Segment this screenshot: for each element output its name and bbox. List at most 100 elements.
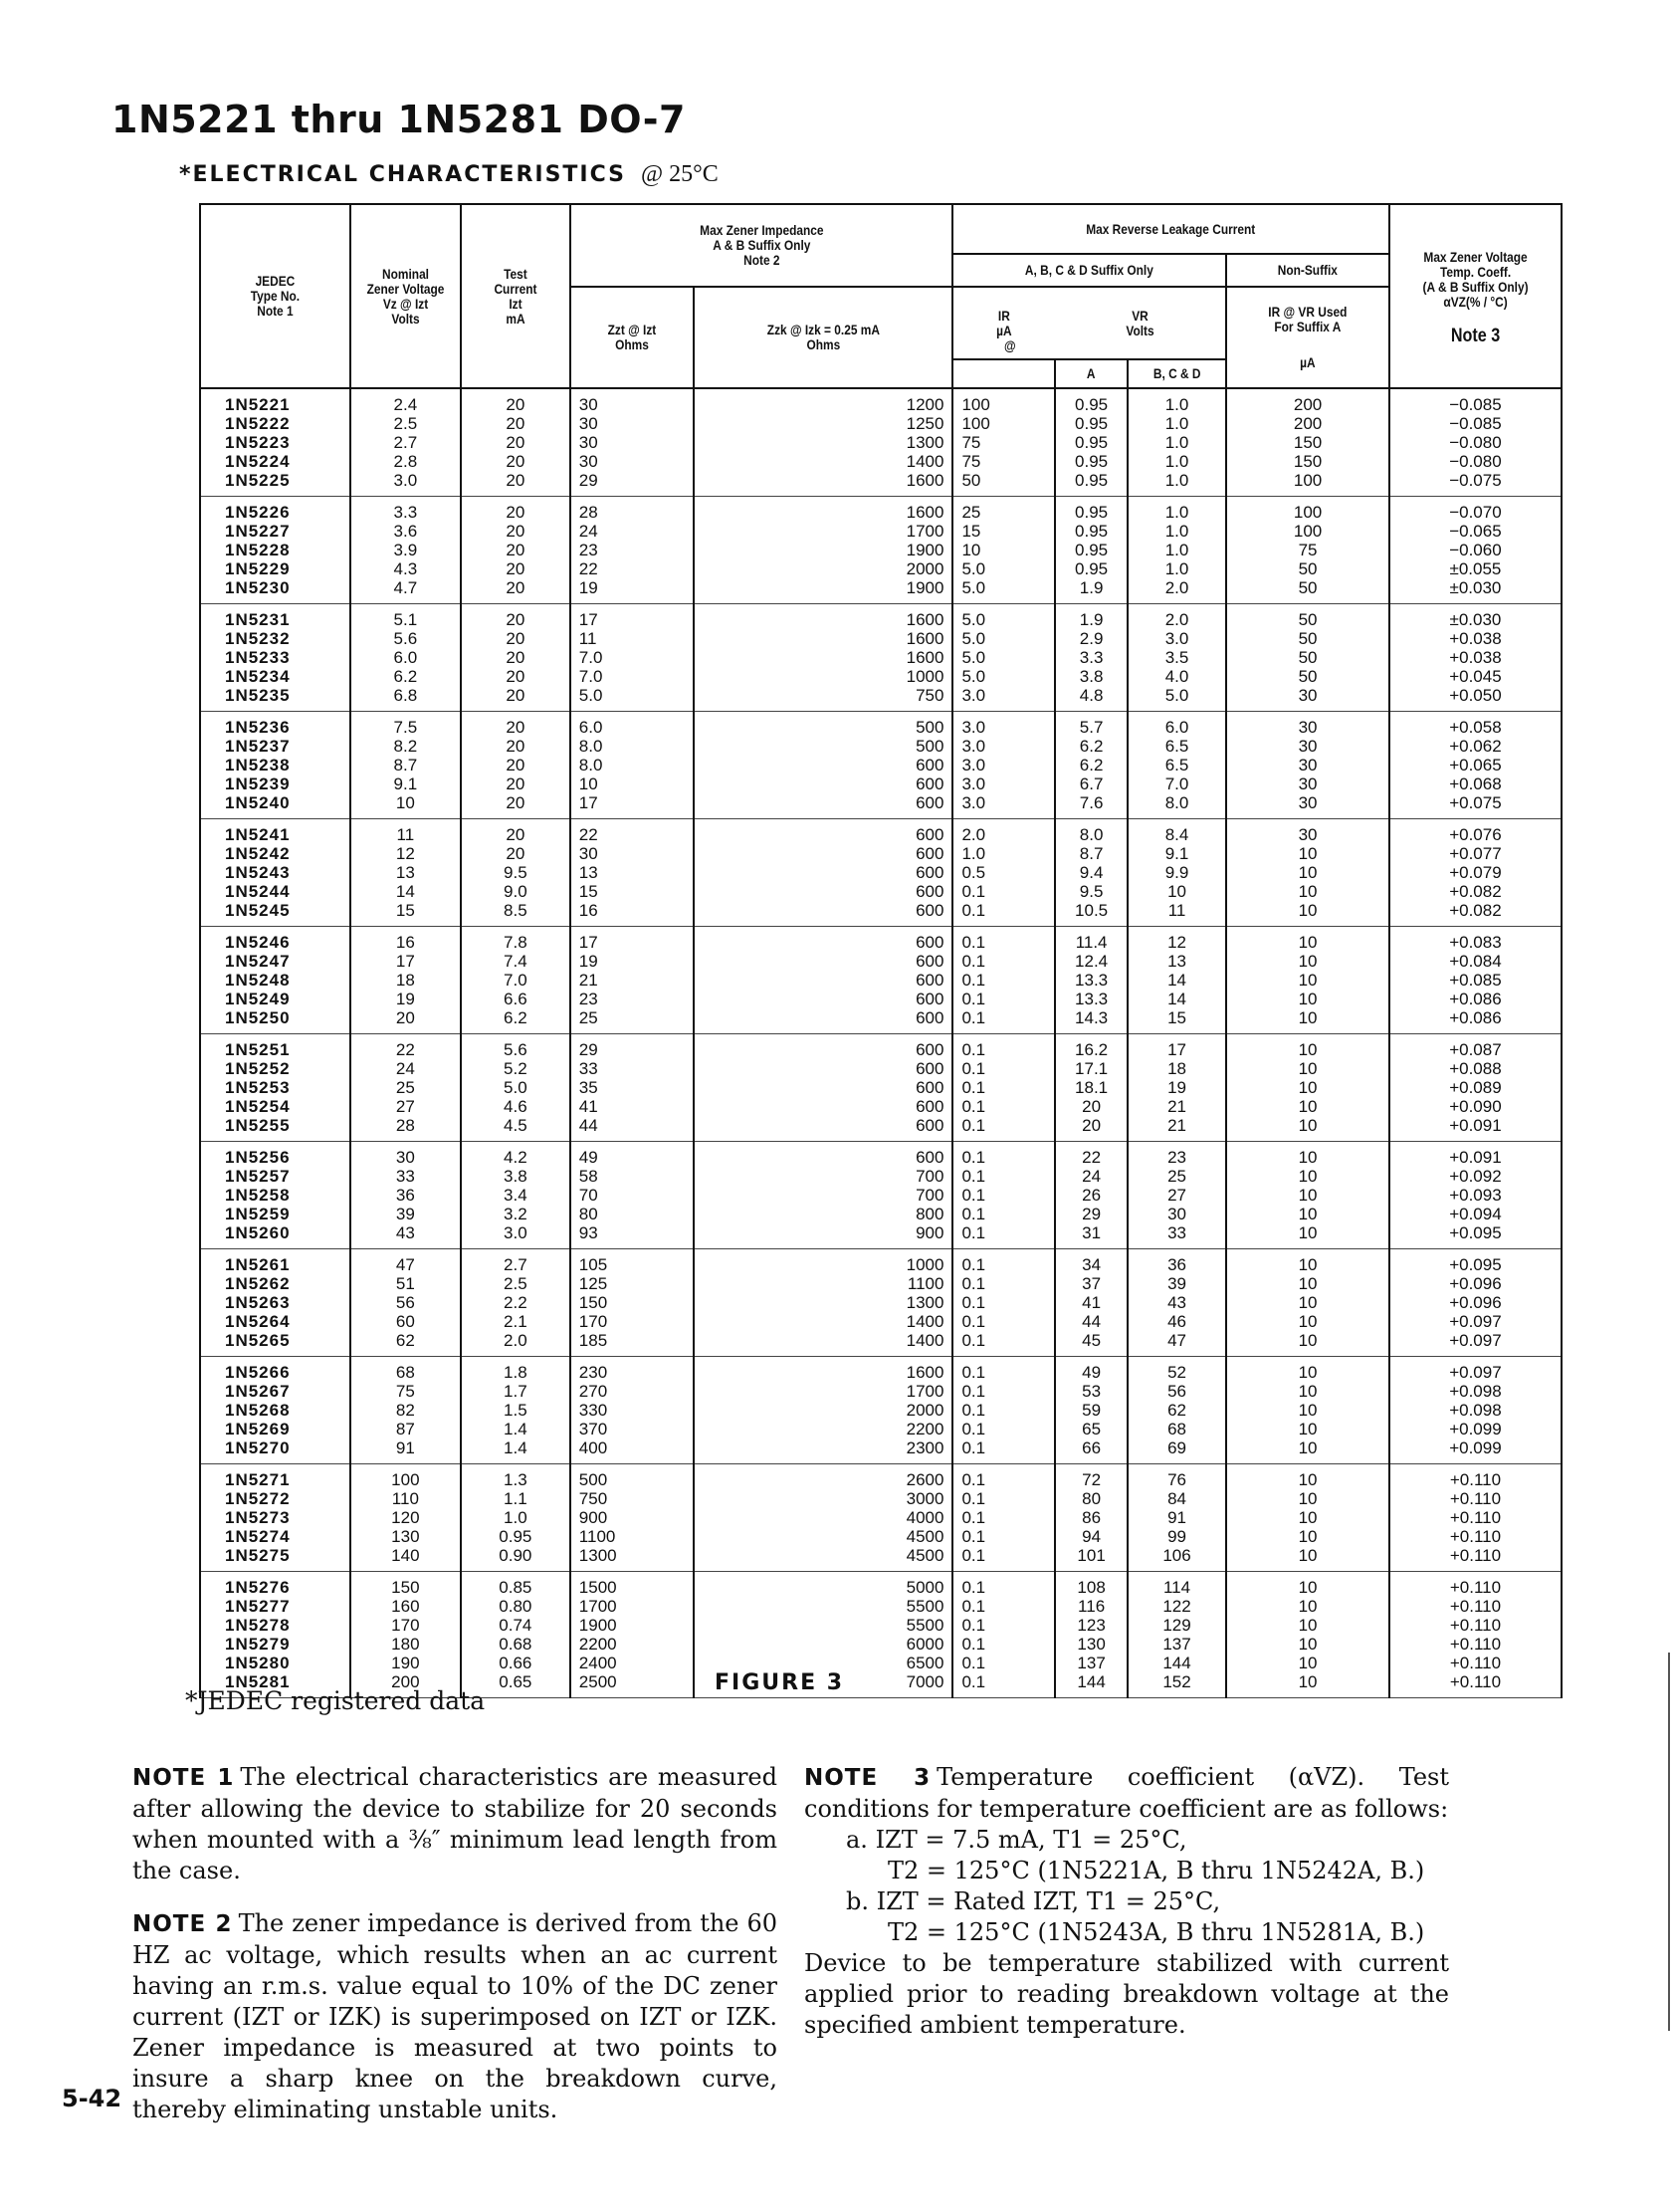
cell-ir-ns: 10 [1298, 1274, 1318, 1293]
cell-zzk: 1000 [906, 1255, 944, 1274]
cell-vr-a: 0.95 [1075, 522, 1109, 541]
cell-izt: 4.5 [504, 1116, 527, 1135]
cell-vz: 2.5 [393, 414, 418, 433]
col-vr-a: 72 80 86 94 101 [1054, 1463, 1129, 1572]
cell-zzk: 700 [916, 1186, 944, 1205]
cell-ir: 3.0 [961, 686, 986, 705]
cell-zzk: 1400 [906, 1312, 944, 1331]
cell-zzk: 900 [916, 1223, 944, 1242]
col-ir: 2.0 1.0 0.5 0.1 0.1 [951, 818, 1057, 927]
cell-ir-ns: 10 [1298, 990, 1318, 1008]
cell-ir-ns: 100 [1293, 471, 1323, 490]
cell-ir: 3.0 [961, 756, 986, 774]
cell-ir: 0.1 [961, 1116, 986, 1135]
col-ir-ns: 30 10 10 10 10 [1225, 818, 1390, 927]
cell-ir: 5.0 [961, 610, 986, 629]
cell-ir-ns: 100 [1293, 503, 1323, 522]
cell-vz: 28 [395, 1116, 415, 1135]
cell-vr-a: 59 [1082, 1401, 1102, 1420]
cell-ir: 100 [961, 414, 990, 433]
cell-zzt: 93 [578, 1223, 598, 1242]
cell-vr-bcd: 1.0 [1164, 414, 1189, 433]
cell-ir: 0.1 [961, 1672, 986, 1691]
cell-type: 1N5280 [225, 1654, 291, 1672]
cell-ir-ns: 10 [1298, 863, 1318, 882]
cell-vr-a: 123 [1077, 1616, 1106, 1635]
cell-ir: 0.1 [961, 901, 986, 920]
cell-tc: +0.096 [1449, 1274, 1502, 1293]
cell-ir: 0.1 [961, 1363, 986, 1382]
cell-ir: 3.0 [961, 793, 986, 812]
cell-vz: 9.1 [393, 774, 418, 793]
cell-tc: +0.110 [1449, 1635, 1502, 1654]
cell-izt: 1.8 [504, 1363, 527, 1382]
cell-type: 1N5263 [225, 1293, 291, 1312]
cell-tc: +0.077 [1449, 844, 1502, 863]
cell-vr-a: 53 [1082, 1382, 1102, 1401]
cell-izt: 1.4 [504, 1420, 527, 1438]
cell-ir-ns: 200 [1293, 414, 1323, 433]
cell-type: 1N5248 [225, 971, 291, 990]
col-vr-a: 22 24 26 29 31 [1054, 1141, 1129, 1249]
cell-zzk: 6500 [906, 1654, 944, 1672]
row-group: 1N5266 1N5267 1N5268 1N5269 1N5270 68 75 82 87 91… [199, 1356, 1564, 1464]
cell-type: 1N5266 [225, 1363, 291, 1382]
cell-izt: 20 [506, 503, 525, 522]
cell-vr-bcd: 144 [1162, 1654, 1191, 1672]
cell-vz: 3.9 [393, 541, 418, 559]
cell-zzk: 600 [916, 1116, 944, 1135]
col-vr-bcd: 76 84 91 99 106 [1126, 1463, 1228, 1572]
cell-ir-ns: 75 [1298, 541, 1318, 559]
cell-ir-ns: 30 [1298, 737, 1318, 756]
cell-izt: 5.2 [504, 1059, 527, 1078]
cell-type: 1N5269 [225, 1420, 291, 1438]
cell-izt: 20 [506, 522, 525, 541]
cell-tc: +0.086 [1449, 1008, 1502, 1027]
cell-tc: −0.080 [1449, 433, 1502, 452]
cell-vz: 3.0 [393, 471, 418, 490]
cell-ir-ns: 30 [1298, 718, 1318, 737]
col-vr-bcd: 23 25 27 30 33 [1126, 1141, 1228, 1249]
cell-vr-a: 0.95 [1075, 452, 1109, 471]
cell-vr-a: 20 [1082, 1097, 1102, 1116]
col-ir: 5.0 5.0 5.0 5.0 3.0 [951, 603, 1057, 712]
col-vr-a: 11.4 12.4 13.3 13.3 14.3 [1054, 926, 1129, 1034]
table-subtitle: *ELECTRICAL CHARACTERISTICS @ 25°C [179, 161, 719, 188]
cell-ir-ns: 10 [1298, 1255, 1318, 1274]
row-group: 1N5271 1N5272 1N5273 1N5274 1N5275 100 110 120 1… [199, 1463, 1564, 1572]
cell-zzk: 1250 [906, 414, 944, 433]
cell-ir-ns: 10 [1298, 901, 1318, 920]
cell-vz: 14 [395, 882, 415, 901]
col-tc: −0.085 −0.085 −0.080 −0.080 −0.075 [1387, 388, 1564, 497]
col-tc: +0.095 +0.096 +0.096 +0.097 +0.097 [1387, 1248, 1564, 1357]
col-zzk: 1000 1100 1300 1400 1400 [692, 1248, 954, 1357]
cell-zzt: 900 [578, 1508, 608, 1527]
cell-vr-bcd: 3.5 [1164, 648, 1189, 667]
col-vr-bcd: 52 56 62 68 69 [1126, 1356, 1228, 1464]
cell-vz: 75 [395, 1382, 415, 1401]
cell-ir-ns: 30 [1298, 793, 1318, 812]
cell-ir: 0.1 [961, 1420, 986, 1438]
cell-vr-bcd: 56 [1167, 1382, 1186, 1401]
header-izt: Test Current Izt mA [468, 203, 563, 389]
cell-ir-ns: 10 [1298, 1331, 1318, 1350]
cell-vr-a: 86 [1082, 1508, 1102, 1527]
cell-izt: 20 [506, 774, 525, 793]
cell-vr-bcd: 23 [1167, 1148, 1186, 1167]
cell-zzt: 230 [578, 1363, 608, 1382]
cell-vz: 3.3 [393, 503, 418, 522]
cell-izt: 7.0 [504, 971, 527, 990]
cell-zzk: 700 [916, 1167, 944, 1186]
cell-izt: 6.6 [504, 990, 527, 1008]
cell-tc: +0.091 [1449, 1148, 1502, 1167]
cell-ir: 0.1 [961, 1331, 986, 1350]
cell-type: 1N5225 [225, 471, 291, 490]
cell-ir: 0.1 [961, 990, 986, 1008]
cell-ir: 0.1 [961, 1546, 986, 1565]
cell-vr-bcd: 1.0 [1164, 503, 1189, 522]
cell-vz: 4.3 [393, 559, 418, 578]
col-tc: +0.076 +0.077 +0.079 +0.082 +0.082 [1387, 818, 1564, 927]
cell-vr-a: 4.8 [1079, 686, 1104, 705]
cell-tc: +0.050 [1449, 686, 1502, 705]
cell-izt: 5.0 [504, 1078, 527, 1097]
